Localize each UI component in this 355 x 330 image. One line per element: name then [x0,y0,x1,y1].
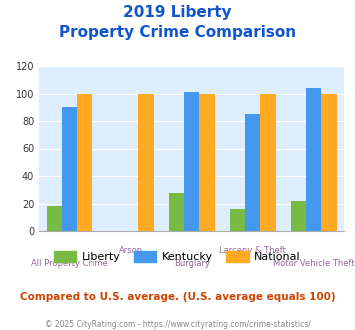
Text: © 2025 CityRating.com - https://www.cityrating.com/crime-statistics/: © 2025 CityRating.com - https://www.city… [45,320,310,329]
Text: 2019 Liberty: 2019 Liberty [123,5,232,20]
Bar [306,88,322,231]
Text: Compared to U.S. average. (U.S. average equals 100): Compared to U.S. average. (U.S. average … [20,292,335,302]
Bar [184,92,200,231]
Bar [47,206,62,231]
Text: Arson: Arson [119,246,143,255]
Text: All Property Crime: All Property Crime [31,259,108,268]
Bar [200,93,214,231]
Bar [77,93,92,231]
Bar [291,201,306,231]
Bar [245,114,261,231]
Bar [169,192,184,231]
Legend: Liberty, Kentucky, National: Liberty, Kentucky, National [50,247,305,267]
Bar [230,209,245,231]
Text: Larceny & Theft: Larceny & Theft [219,246,286,255]
Text: Motor Vehicle Theft: Motor Vehicle Theft [273,259,355,268]
Text: Property Crime Comparison: Property Crime Comparison [59,25,296,40]
Bar [261,93,275,231]
Bar [138,93,153,231]
Bar [322,93,337,231]
Bar [62,107,77,231]
Text: Burglary: Burglary [174,259,210,268]
